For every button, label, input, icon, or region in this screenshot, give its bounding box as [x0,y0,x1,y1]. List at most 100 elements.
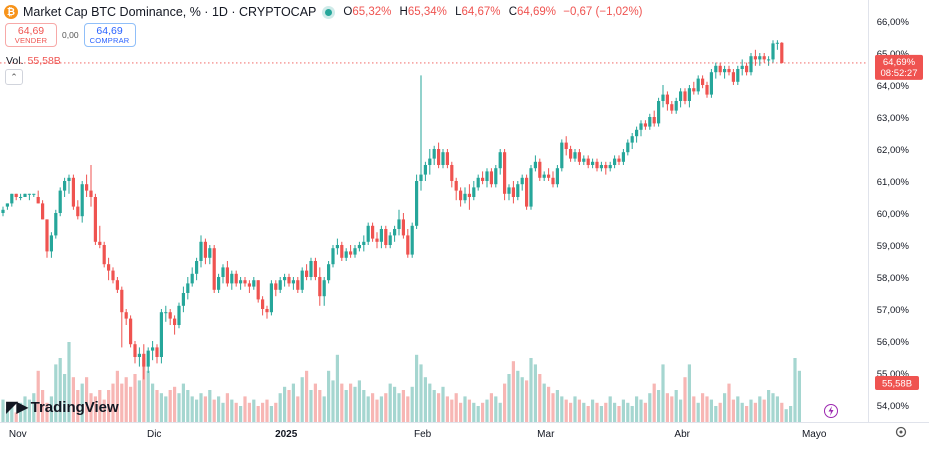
volume-bar [247,402,251,422]
yaxis-tick-label: 57,00% [877,305,910,316]
volume-bar [89,393,93,422]
volume-bar [120,383,124,422]
volume-bar [384,393,388,422]
sell-button[interactable]: 64,69 VENDER [5,23,57,47]
candle-body [503,152,507,194]
candle-body [5,203,9,207]
yaxis-tick-label: 58,00% [877,273,910,284]
candle-body [349,251,353,255]
volume-bar [714,406,718,422]
volume-bar [379,396,383,422]
volume-bar [102,399,106,422]
candle-body [608,165,612,169]
volume-bar [582,402,586,422]
last-price-text: 64,69% [883,57,916,68]
volume-bar [225,393,229,422]
candle-body [76,206,80,217]
volume-bar [274,402,278,422]
candle-body [120,289,124,313]
candlesticks [1,40,784,380]
change-value: −0,67 (−1,02%) [563,6,643,18]
volume-bar [661,364,665,422]
volume-bar [551,393,555,422]
volume-bar [76,390,80,422]
buy-button[interactable]: 64,69 COMPRAR [83,23,136,47]
candle-body [10,193,14,204]
volume-bar [357,380,361,422]
candle-body [511,187,515,197]
candle-body [102,245,106,265]
volume-bar [674,390,678,422]
candle-body [89,190,93,197]
candle-body [639,123,643,130]
candle-body [278,280,282,290]
volume-bar [397,393,401,422]
candle-body [168,312,172,319]
candle-body [230,273,234,284]
time-axis[interactable]: Nov Dic 2025 Feb Mar Abr Mayo [9,426,907,441]
volume-bar [239,406,243,422]
candle-body [599,165,603,169]
volume-bar [327,370,331,422]
price-axis[interactable]: 54,00% 55,00% 56,00% 57,00% 58,00% 59,00% 60,0… [877,17,910,412]
volume-bar [27,399,31,422]
candle-body [107,264,111,271]
volume-bar [287,390,291,422]
candle-body [674,101,678,111]
candle-body [274,283,278,290]
volume-bar [573,396,577,422]
volume-bar [591,399,595,422]
candle-body [1,209,5,213]
candle-body [520,177,524,185]
symbol-title[interactable]: Market Cap BTC Dominance, % · 1D · CRYPT… [23,5,317,19]
volume-bars [1,342,801,422]
yaxis-tick-label: 64,00% [877,81,910,92]
candle-body [190,273,194,284]
volume-bar [410,386,414,422]
candle-body [177,305,181,325]
candle-body [661,94,665,101]
candle-body [481,177,485,181]
candle-body [745,65,749,73]
volume-bar [687,364,691,422]
candle-body [573,152,577,159]
volume-bar [767,390,771,422]
volume-bar [494,396,498,422]
volume-bar [533,364,537,422]
volume-bar [371,393,375,422]
volume-bar [164,396,168,422]
volume-bar [599,406,603,422]
volume-bar [692,396,696,422]
candle-body [340,245,344,258]
candle-body [489,171,493,185]
volume-bar [718,402,722,422]
volume-bar [14,412,18,422]
candle-body [212,248,216,290]
candle-body [58,190,62,213]
candle-body [331,248,335,265]
candle-body [736,69,740,82]
candle-body [485,171,489,181]
candle-body [23,193,27,197]
candle-body [718,65,722,73]
collapse-chevron-icon[interactable]: ⌃ [5,69,23,85]
volume-bar [617,406,621,422]
candle-body [463,193,467,201]
candle-body [731,72,735,82]
volume-bar [67,342,71,422]
candle-body [133,344,137,357]
candle-body [49,235,53,252]
candle-body [305,270,309,277]
volume-bar [538,374,542,422]
candle-body [203,241,207,258]
candle-body [313,261,317,277]
volume-bar [151,383,155,422]
tradingview-logo[interactable]: ◤▶ TradingView [6,398,119,417]
volume-bar [58,358,62,422]
candle-body [155,347,159,357]
volume-bar [283,386,287,422]
yaxis-tick-label: 65,00% [877,49,910,60]
volume-bar [199,393,203,422]
